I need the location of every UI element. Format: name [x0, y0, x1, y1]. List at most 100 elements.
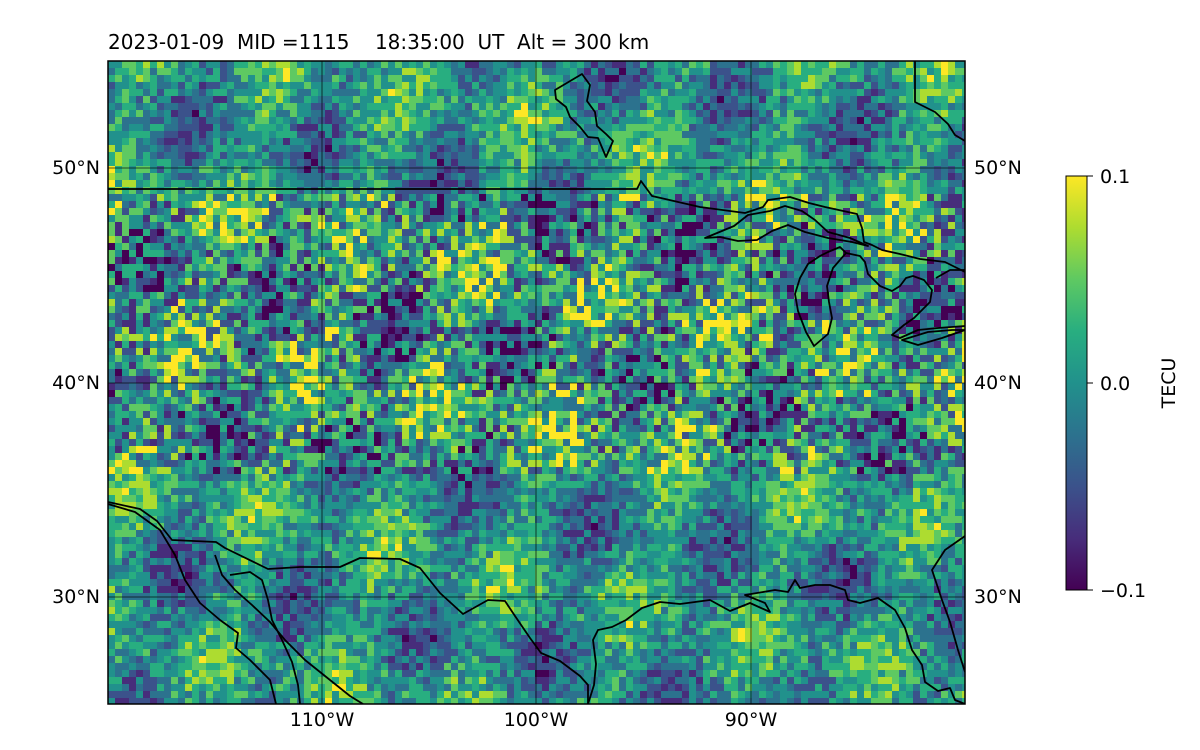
heatmap-cell — [220, 89, 228, 97]
heatmap-cell — [416, 103, 424, 111]
heatmap-cell — [304, 306, 312, 314]
heatmap-cell — [605, 187, 613, 195]
heatmap-cell — [290, 103, 298, 111]
heatmap-cell — [500, 299, 508, 307]
heatmap-cell — [115, 334, 123, 342]
heatmap-cell — [857, 201, 865, 209]
heatmap-cell — [738, 82, 746, 90]
heatmap-cell — [325, 243, 333, 251]
heatmap-cell — [745, 285, 753, 293]
heatmap-cell — [892, 271, 900, 279]
heatmap-cell — [759, 222, 767, 230]
heatmap-cell — [794, 257, 802, 265]
heatmap-cell — [549, 159, 557, 167]
heatmap-cell — [661, 334, 669, 342]
heatmap-cell — [199, 117, 207, 125]
heatmap-cell — [717, 131, 725, 139]
heatmap-cell — [710, 292, 718, 300]
heatmap-cell — [892, 110, 900, 118]
heatmap-cell — [689, 306, 697, 314]
heatmap-cell — [143, 229, 151, 237]
heatmap-cell — [633, 75, 641, 83]
heatmap-cell — [668, 264, 676, 272]
heatmap-cell — [374, 201, 382, 209]
heatmap-cell — [801, 124, 809, 132]
heatmap-cell — [836, 117, 844, 125]
heatmap-cell — [122, 299, 130, 307]
heatmap-cell — [731, 159, 739, 167]
heatmap-cell — [164, 194, 172, 202]
heatmap-cell — [857, 75, 865, 83]
heatmap-cell — [535, 117, 543, 125]
heatmap-cell — [283, 194, 291, 202]
heatmap-cell — [885, 117, 893, 125]
heatmap-cell — [514, 222, 522, 230]
heatmap-cell — [269, 299, 277, 307]
heatmap-cell — [647, 201, 655, 209]
heatmap-cell — [234, 341, 242, 349]
heatmap-cell — [885, 166, 893, 174]
heatmap-cell — [955, 159, 963, 167]
heatmap-cell — [374, 313, 382, 321]
heatmap-cell — [542, 152, 550, 160]
heatmap-cell — [731, 75, 739, 83]
heatmap-cell — [381, 82, 389, 90]
heatmap-cell — [521, 180, 529, 188]
heatmap-cell — [346, 229, 354, 237]
heatmap-cell — [339, 75, 347, 83]
heatmap-cell — [815, 229, 823, 237]
heatmap-cell — [108, 264, 116, 272]
heatmap-cell — [745, 187, 753, 195]
heatmap-cell — [675, 334, 683, 342]
heatmap-cell — [766, 103, 774, 111]
heatmap-cell — [136, 173, 144, 181]
heatmap-cell — [822, 243, 830, 251]
heatmap-cell — [766, 187, 774, 195]
heatmap-cell — [430, 313, 438, 321]
heatmap-cell — [339, 278, 347, 286]
heatmap-cell — [262, 250, 270, 258]
heatmap-cell — [941, 243, 949, 251]
heatmap-cell — [598, 110, 606, 118]
heatmap-cell — [647, 285, 655, 293]
heatmap-cell — [752, 103, 760, 111]
heatmap-cell — [724, 75, 732, 83]
heatmap-cell — [864, 187, 872, 195]
heatmap-cell — [696, 61, 704, 69]
heatmap-cell — [528, 180, 536, 188]
heatmap-cell — [185, 117, 193, 125]
heatmap-cell — [619, 236, 627, 244]
heatmap-cell — [724, 124, 732, 132]
heatmap-cell — [339, 208, 347, 216]
heatmap-cell — [710, 243, 718, 251]
heatmap-cell — [416, 299, 424, 307]
heatmap-cell — [360, 75, 368, 83]
heatmap-cell — [465, 250, 473, 258]
heatmap-cell — [801, 222, 809, 230]
heatmap-cell — [171, 124, 179, 132]
heatmap-cell — [423, 285, 431, 293]
heatmap-cell — [248, 75, 256, 83]
heatmap-cell — [885, 306, 893, 314]
heatmap-cell — [584, 68, 592, 76]
heatmap-cell — [297, 341, 305, 349]
heatmap-cell — [493, 117, 501, 125]
heatmap-cell — [731, 285, 739, 293]
heatmap-cell — [283, 222, 291, 230]
heatmap-cell — [598, 327, 606, 335]
heatmap-cell — [724, 222, 732, 230]
heatmap-cell — [185, 250, 193, 258]
heatmap-cell — [542, 117, 550, 125]
heatmap-cell — [507, 208, 515, 216]
heatmap-cell — [780, 68, 788, 76]
heatmap-cell — [423, 103, 431, 111]
heatmap-cell — [801, 250, 809, 258]
heatmap-cell — [178, 61, 186, 69]
heatmap-cell — [584, 145, 592, 153]
heatmap-cell — [927, 96, 935, 104]
heatmap-cell — [276, 320, 284, 328]
heatmap-cell — [157, 152, 165, 160]
heatmap-cell — [801, 103, 809, 111]
heatmap-cell — [682, 82, 690, 90]
heatmap-cell — [647, 313, 655, 321]
